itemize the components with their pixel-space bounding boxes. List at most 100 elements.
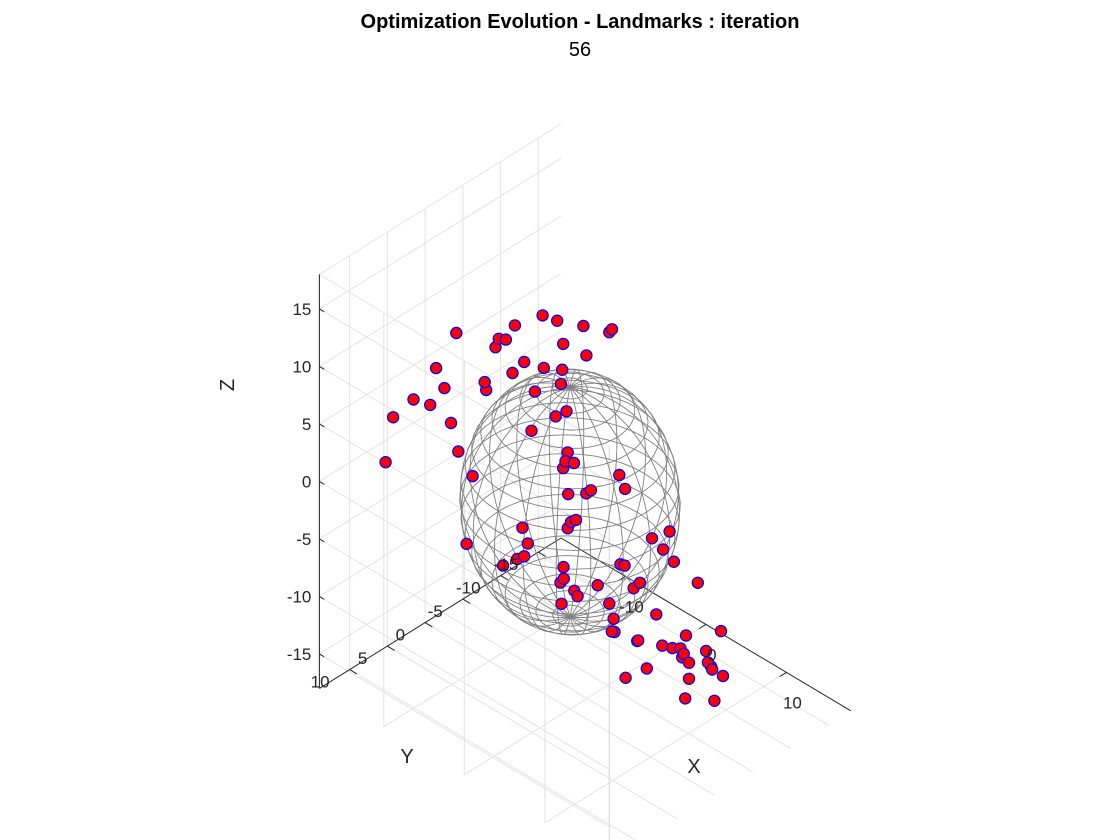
- landmark-point: [716, 669, 730, 683]
- tick-label: -5: [428, 602, 443, 621]
- grid-line: [319, 330, 562, 482]
- landmark-point: [537, 361, 551, 375]
- landmark-point: [577, 319, 590, 333]
- landmark-point: [562, 487, 575, 501]
- sphere-parallel: [480, 514, 660, 625]
- landmark-point: [438, 381, 451, 395]
- tick-label: 0: [302, 472, 311, 491]
- grid-line: [319, 595, 610, 770]
- grid-line: [544, 671, 787, 824]
- landmark-point: [667, 555, 681, 568]
- landmark-point: [591, 579, 604, 592]
- grid: [318, 123, 829, 840]
- landmark-point: [714, 624, 728, 638]
- sphere-parallel: [491, 372, 649, 469]
- tick-label: -10: [619, 597, 644, 616]
- grid-line: [387, 645, 678, 820]
- landmark-point: [618, 482, 632, 496]
- landmark-point: [567, 456, 581, 470]
- sphere-parallel: [459, 434, 681, 570]
- landmark-point: [518, 550, 531, 563]
- tick-label: -10: [456, 579, 481, 598]
- landmark-point: [499, 333, 513, 346]
- tick-label: -15: [287, 645, 312, 664]
- landmark-point: [525, 424, 538, 437]
- sphere-parallel: [535, 590, 605, 633]
- x-tick: [779, 671, 787, 678]
- landmark-point: [640, 662, 654, 675]
- x-tick: [698, 623, 707, 630]
- sphere-parallel: [491, 535, 649, 632]
- sphere-parallel: [460, 417, 680, 551]
- tick-label: 10: [311, 673, 330, 692]
- grid-line: [319, 480, 610, 655]
- grid-line: [319, 158, 562, 310]
- landmark-point: [508, 319, 522, 332]
- sphere-parallel: [464, 473, 676, 602]
- chart-title: Optimization Evolution - Landmarks : ite…: [361, 11, 800, 33]
- z-tick: [319, 308, 325, 313]
- sphere-parallel: [471, 493, 669, 615]
- grid-line: [319, 215, 562, 367]
- grid-line: [319, 388, 562, 540]
- grid-line: [462, 598, 753, 773]
- tick-label: -10: [287, 587, 312, 606]
- z-tick: [319, 480, 325, 485]
- y-tick: [500, 575, 509, 581]
- landmark-point: [386, 411, 400, 424]
- y-tick: [424, 622, 433, 628]
- landmark-point: [580, 349, 593, 362]
- landmark-point: [528, 385, 542, 398]
- landmark-points: [379, 309, 730, 708]
- landmark-point: [429, 361, 443, 375]
- landmark-point: [645, 532, 659, 545]
- z-tick: [319, 538, 325, 543]
- grid-line: [319, 538, 610, 713]
- landmark-point: [521, 537, 535, 550]
- landmark-point: [656, 543, 670, 556]
- grid-line: [319, 273, 562, 425]
- landmark-point: [554, 377, 568, 391]
- landmark-point: [605, 323, 619, 336]
- tick-label: -15: [494, 555, 519, 574]
- landmark-point: [656, 639, 669, 652]
- y-tick: [387, 645, 395, 651]
- grid-line: [349, 669, 637, 840]
- landmark-point: [551, 314, 564, 327]
- tick-label: 0: [707, 645, 716, 664]
- grid-line: [500, 575, 791, 749]
- landmark-point: [478, 375, 491, 389]
- grid-line: [319, 653, 610, 828]
- tick-label: 5: [358, 649, 367, 668]
- landmark-point: [663, 525, 676, 538]
- sphere-meridian: [555, 386, 571, 636]
- sphere-parallel: [460, 453, 680, 587]
- sphere-parallel: [471, 389, 669, 511]
- landmark-point: [460, 537, 473, 551]
- landmark-point: [560, 405, 573, 418]
- landmark-point: [605, 625, 619, 638]
- y-tick: [538, 551, 546, 557]
- landmark-point: [518, 355, 531, 369]
- landmark-point: [633, 576, 647, 590]
- tick-label: 10: [292, 357, 311, 376]
- landmark-point: [618, 559, 631, 572]
- landmark-point: [557, 560, 570, 574]
- landmark-point: [556, 363, 569, 376]
- landmark-point: [444, 416, 458, 430]
- tick-label: 0: [396, 626, 405, 645]
- landmark-point: [407, 393, 420, 406]
- landmark-point: [555, 597, 568, 611]
- landmark-point: [691, 576, 705, 590]
- z-tick: [319, 653, 325, 658]
- landmark-point: [632, 634, 645, 647]
- landmark-point: [506, 366, 519, 380]
- tick-label: 10: [783, 693, 802, 712]
- z-tick: [319, 365, 325, 370]
- box-edge: [319, 123, 562, 275]
- landmark-point: [452, 445, 465, 458]
- landmark-point: [706, 663, 719, 676]
- landmark-point: [536, 309, 549, 322]
- tick-label: 15: [292, 300, 311, 319]
